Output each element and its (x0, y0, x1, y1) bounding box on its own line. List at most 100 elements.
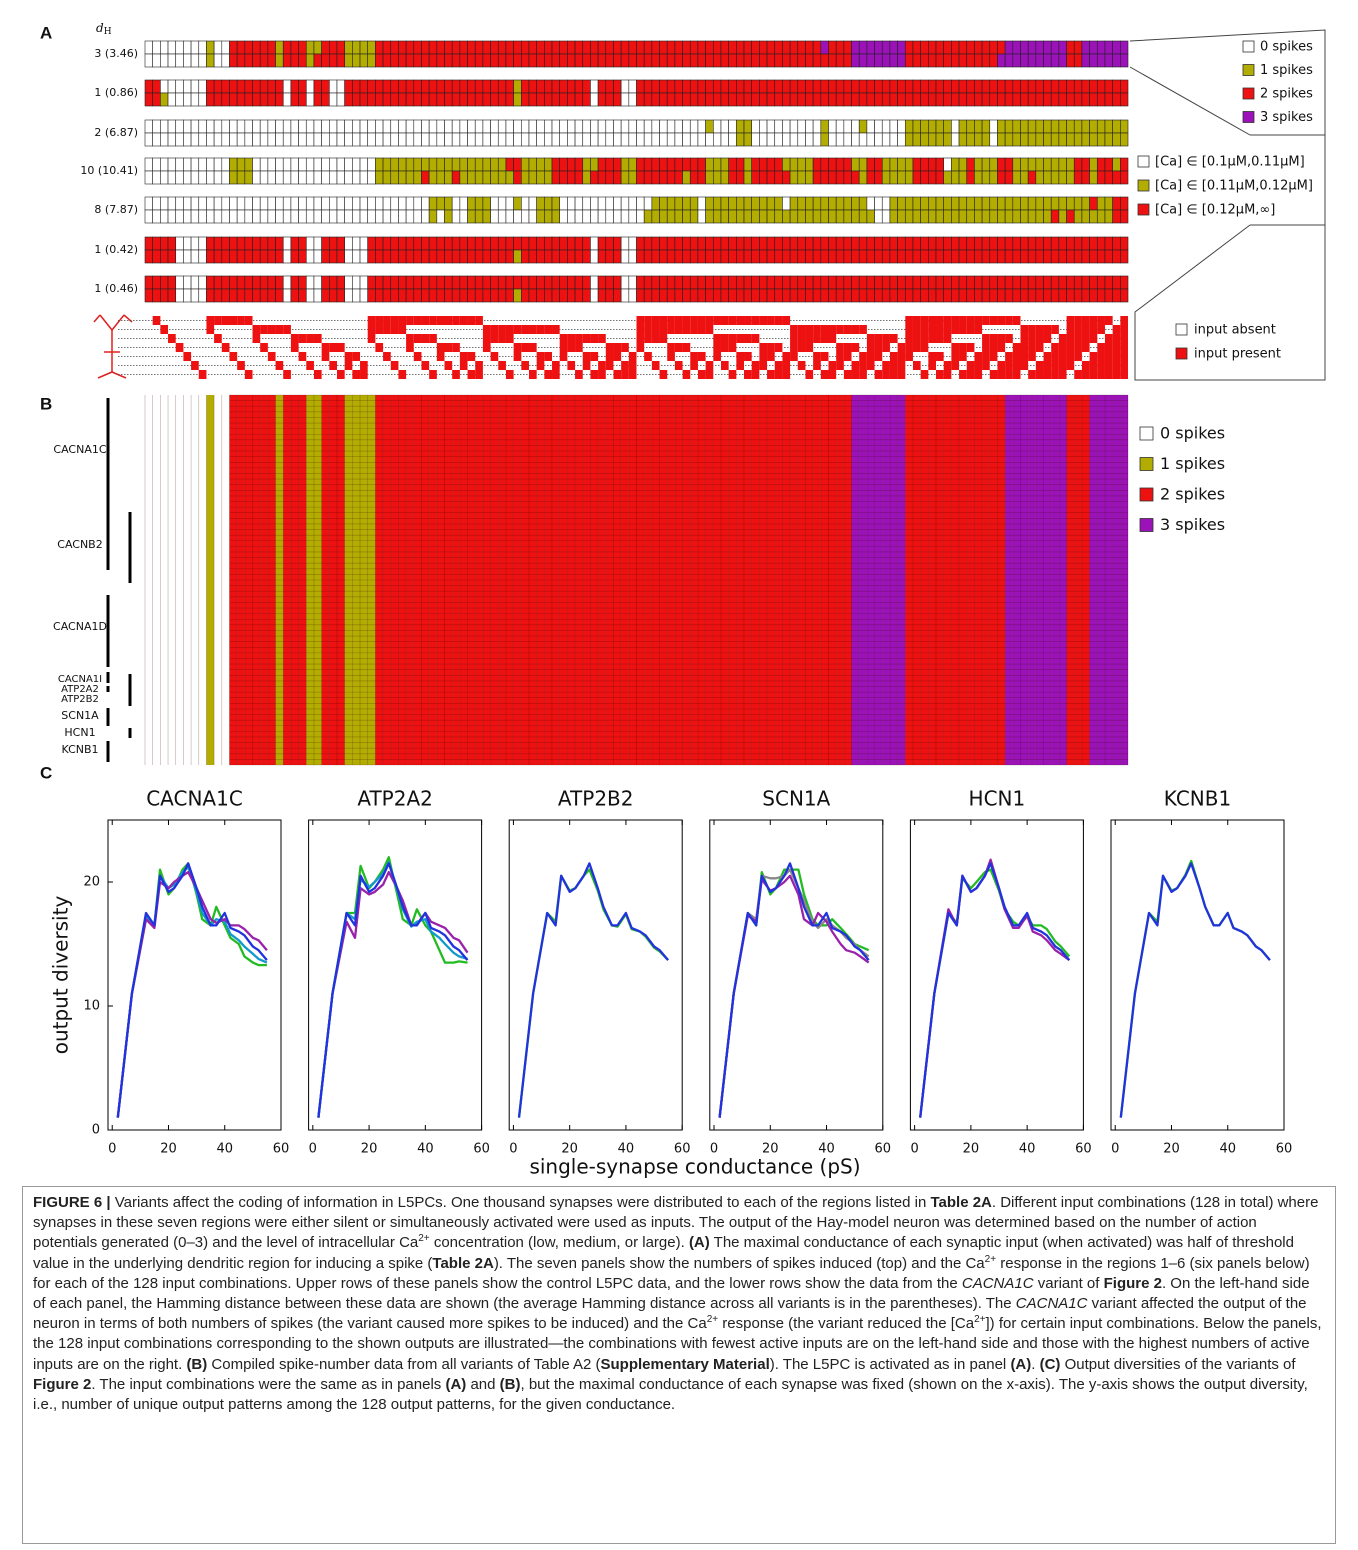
cell (1120, 79, 1129, 94)
cell (167, 157, 177, 172)
cell (474, 157, 484, 172)
cell (636, 53, 645, 68)
cell (1035, 249, 1044, 264)
cell (497, 92, 507, 107)
legend-swatch (1242, 111, 1255, 123)
cell (1081, 236, 1090, 251)
heatmap-column (375, 395, 384, 765)
cell (904, 288, 914, 303)
input-cell (974, 352, 983, 361)
cell (451, 40, 461, 55)
cell (866, 79, 875, 94)
cell (259, 53, 269, 68)
cell (989, 236, 998, 251)
cell (183, 275, 192, 290)
input-cell (444, 361, 453, 370)
x-tick-label: 0 (108, 1142, 116, 1157)
cell (828, 53, 837, 68)
cell (1004, 40, 1014, 55)
cell (835, 40, 845, 55)
caption-segment: Compiled spike-number data from all vari… (207, 1355, 601, 1373)
heatmap-column (298, 395, 307, 765)
cell (928, 288, 937, 303)
input-cell (214, 334, 222, 343)
cell (413, 157, 422, 172)
cell (559, 275, 568, 290)
cell (252, 288, 261, 303)
cell (1043, 92, 1052, 107)
cell (620, 157, 630, 172)
cell (782, 132, 791, 147)
cell (544, 236, 553, 251)
input-cell (459, 361, 468, 370)
cell (567, 119, 576, 134)
cell (382, 53, 392, 68)
input-cell (160, 325, 169, 334)
cell (459, 157, 468, 172)
cell (282, 92, 292, 107)
cell (259, 236, 269, 251)
input-cell (175, 343, 184, 352)
cell (175, 288, 184, 303)
cell (282, 79, 292, 94)
cell (1004, 53, 1014, 68)
cell (490, 92, 499, 107)
cell (943, 92, 952, 107)
cell (590, 132, 599, 147)
cell (375, 170, 384, 185)
cell (874, 157, 883, 172)
cell (666, 119, 676, 134)
cell (1081, 119, 1090, 134)
cell (559, 40, 568, 55)
heatmap-column (582, 395, 591, 765)
cell (1096, 170, 1106, 185)
cell (229, 236, 238, 251)
cell (551, 288, 561, 303)
input-cell (1066, 316, 1075, 325)
cell (904, 119, 914, 134)
cell (605, 157, 614, 172)
input-cell (1097, 352, 1105, 361)
cell (820, 119, 829, 134)
cell (144, 119, 153, 134)
input-cell (843, 325, 852, 334)
cell (305, 79, 315, 94)
cell (697, 249, 706, 264)
cell (1073, 40, 1083, 55)
cell (759, 53, 768, 68)
cell (951, 132, 960, 147)
cell (712, 236, 722, 251)
cell (1035, 79, 1044, 94)
cell (613, 157, 622, 172)
cell (551, 92, 561, 107)
cell (889, 275, 898, 290)
cell (605, 119, 614, 134)
cell (536, 288, 545, 303)
cell (336, 275, 345, 290)
cell (1027, 288, 1037, 303)
cell (943, 79, 952, 94)
cell (474, 288, 484, 303)
cell (259, 119, 269, 134)
cell (935, 119, 944, 134)
cell (766, 53, 776, 68)
cell (305, 92, 315, 107)
input-cell (897, 370, 906, 379)
cell (1081, 170, 1090, 185)
cell (244, 288, 253, 303)
input-cell (436, 316, 445, 325)
cell (236, 79, 246, 94)
input-cell (774, 370, 783, 379)
heatmap-column (214, 395, 222, 765)
heatmap-column (475, 395, 483, 765)
cell (851, 92, 860, 107)
gene-label: CACNB2 (57, 538, 102, 551)
cell (459, 132, 468, 147)
cell (774, 92, 783, 107)
cell (1043, 170, 1052, 185)
cell (966, 40, 975, 55)
input-cell (168, 334, 176, 343)
input-cell (951, 325, 960, 334)
cell (536, 119, 545, 134)
cell (1035, 275, 1044, 290)
